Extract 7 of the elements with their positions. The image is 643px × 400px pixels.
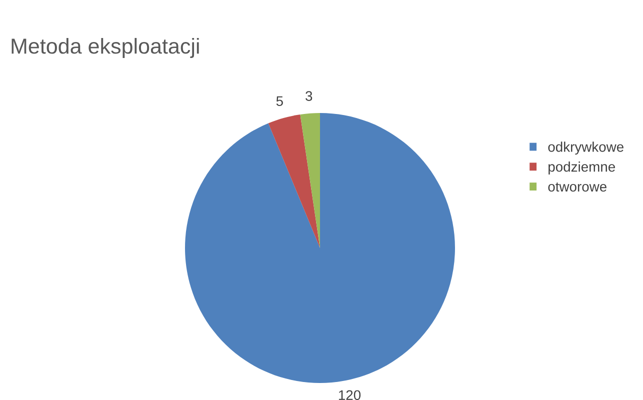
chart-title: Metoda eksploatacji	[12, 38, 199, 58]
data-label: 120	[338, 390, 361, 400]
data-label: 3	[306, 91, 312, 101]
legend-label: podziemne	[548, 162, 615, 174]
legend-label: odkrywkowe	[548, 142, 624, 155]
legend-label: otworowe	[548, 182, 606, 192]
data-label: 5	[276, 96, 283, 106]
